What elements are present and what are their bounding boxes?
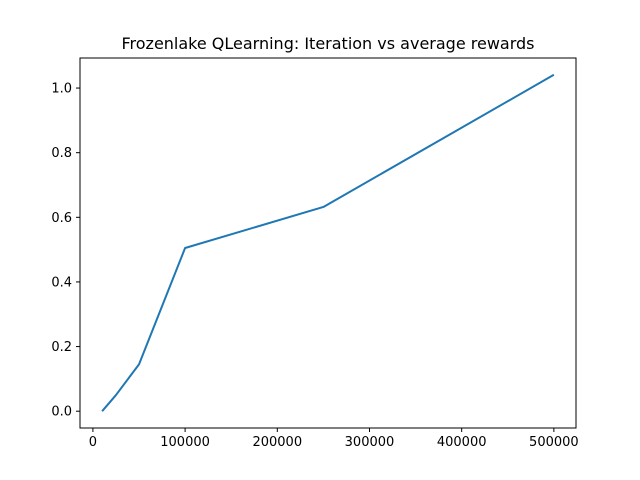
series-line-0 xyxy=(101,73,555,412)
x-tick-label: 300000 xyxy=(345,435,395,450)
y-axis: 0.0 0.2 0.4 0.6 0.8 1.0 xyxy=(51,82,80,420)
series-layer xyxy=(101,73,555,412)
y-tick-label: 0.2 xyxy=(51,340,72,355)
y-tick-label: 0.4 xyxy=(51,275,72,290)
x-tick-label: 0 xyxy=(89,435,97,450)
y-tick-label: 1.0 xyxy=(51,82,72,97)
x-tick-label: 100000 xyxy=(160,435,210,450)
x-axis: 0 100000 200000 300000 400000 500000 xyxy=(89,428,579,450)
y-tick-label: 0.0 xyxy=(51,405,72,420)
x-tick-label: 400000 xyxy=(437,435,487,450)
y-tick-label: 0.8 xyxy=(51,146,72,161)
chart-title: Frozenlake QLearning: Iteration vs avera… xyxy=(121,34,534,53)
x-tick-label: 500000 xyxy=(529,435,579,450)
x-tick-label: 200000 xyxy=(252,435,302,450)
y-tick-label: 0.6 xyxy=(51,211,72,226)
plot-area-frame xyxy=(79,57,577,429)
